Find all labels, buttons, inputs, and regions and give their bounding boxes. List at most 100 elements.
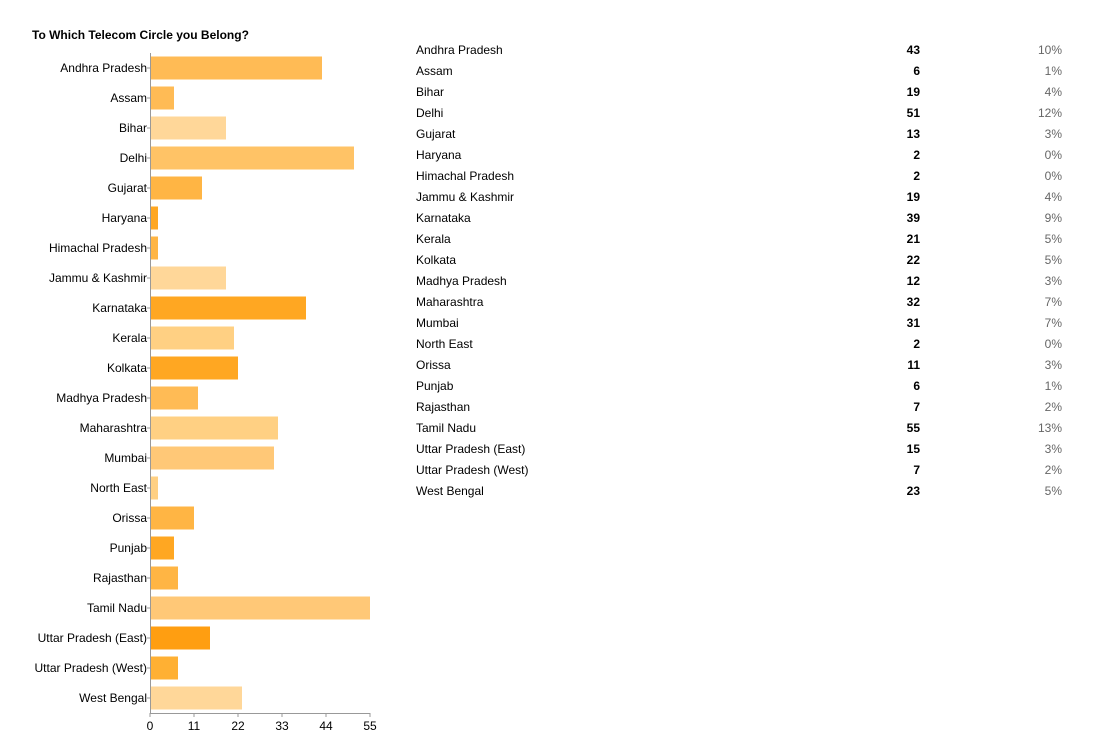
bar <box>150 686 242 710</box>
row-percent: 1% <box>1044 64 1062 78</box>
row-name: West Bengal <box>416 484 484 498</box>
row-name: Uttar Pradesh (East) <box>416 442 526 456</box>
category-label: Jammu & Kashmir <box>49 271 147 285</box>
row-count: 22 <box>906 253 920 267</box>
table-row: Bihar 19 4% <box>416 82 1066 103</box>
x-tick-label: 22 <box>231 719 245 733</box>
category-label: Kolkata <box>107 361 147 375</box>
category-label: Madhya Pradesh <box>56 391 147 405</box>
row-percent: 3% <box>1044 442 1062 456</box>
row-percent: 3% <box>1044 274 1062 288</box>
row-count: 32 <box>906 295 920 309</box>
category-label: Rajasthan <box>93 571 147 585</box>
bar <box>150 296 306 320</box>
bar <box>150 386 198 410</box>
category-label: Uttar Pradesh (East) <box>38 631 147 645</box>
table-row: Mumbai 31 7% <box>416 313 1066 334</box>
row-percent: 13% <box>1037 421 1062 435</box>
row-name: Punjab <box>416 379 454 393</box>
table-row: Himachal Pradesh 2 0% <box>416 166 1066 187</box>
category-label: Maharashtra <box>80 421 148 435</box>
row-count: 13 <box>906 127 920 141</box>
bar <box>150 446 274 470</box>
bar <box>150 416 278 440</box>
bar <box>150 596 370 620</box>
row-percent: 5% <box>1044 232 1062 246</box>
category-label: Mumbai <box>104 451 147 465</box>
row-name: Orissa <box>416 358 451 372</box>
bar <box>150 206 158 230</box>
table-row: Assam 6 1% <box>416 61 1066 82</box>
row-percent: 1% <box>1044 379 1062 393</box>
row-name: Tamil Nadu <box>416 421 477 435</box>
row-percent: 2% <box>1044 400 1062 414</box>
table-row: North East 2 0% <box>416 334 1066 355</box>
row-count: 12 <box>906 274 920 288</box>
x-tick-label: 0 <box>147 719 154 733</box>
row-count: 31 <box>906 316 920 330</box>
row-percent: 7% <box>1044 295 1062 309</box>
table-row: Uttar Pradesh (East) 15 3% <box>416 439 1066 460</box>
row-count: 55 <box>906 421 920 435</box>
row-count: 6 <box>913 64 920 78</box>
category-label: Tamil Nadu <box>87 601 147 615</box>
table-row: Rajasthan 7 2% <box>416 397 1066 418</box>
x-tick-label: 55 <box>363 719 377 733</box>
row-count: 2 <box>913 337 920 351</box>
row-count: 23 <box>906 484 920 498</box>
row-percent: 12% <box>1037 106 1062 120</box>
category-label: Gujarat <box>108 181 148 195</box>
category-label: Andhra Pradesh <box>60 61 147 75</box>
row-percent: 5% <box>1044 484 1062 498</box>
row-count: 7 <box>913 400 920 414</box>
table-row: Orissa 11 3% <box>416 355 1066 376</box>
row-name: Rajasthan <box>416 400 471 414</box>
category-label: West Bengal <box>79 691 147 705</box>
category-label: Bihar <box>119 121 147 135</box>
category-label: Himachal Pradesh <box>49 241 147 255</box>
row-percent: 0% <box>1044 169 1062 183</box>
row-count: 11 <box>907 358 920 372</box>
bar <box>150 176 202 200</box>
row-name: Madhya Pradesh <box>416 274 507 288</box>
row-percent: 4% <box>1044 85 1062 99</box>
row-name: Uttar Pradesh (West) <box>416 463 529 477</box>
table-row: Karnataka 39 9% <box>416 208 1066 229</box>
row-name: Gujarat <box>416 127 456 141</box>
table-row: Haryana 2 0% <box>416 145 1066 166</box>
row-count: 19 <box>906 85 920 99</box>
row-name: Bihar <box>416 85 445 99</box>
row-name: Haryana <box>416 148 462 162</box>
row-percent: 3% <box>1044 358 1062 372</box>
x-tick-label: 44 <box>319 719 333 733</box>
row-count: 21 <box>906 232 920 246</box>
table-row: Delhi 51 12% <box>416 103 1066 124</box>
table-row: Jammu & Kashmir 19 4% <box>416 187 1066 208</box>
table-row: Kerala 21 5% <box>416 229 1066 250</box>
category-label: Kerala <box>112 331 147 345</box>
row-count: 2 <box>913 148 920 162</box>
bar <box>150 146 354 170</box>
bar <box>150 506 194 530</box>
row-count: 15 <box>906 442 920 456</box>
bar <box>150 626 210 650</box>
row-name: Mumbai <box>416 316 459 330</box>
bar <box>150 566 178 590</box>
bar <box>150 266 226 290</box>
bar <box>150 326 234 350</box>
row-count: 19 <box>906 190 920 204</box>
row-count: 6 <box>913 379 920 393</box>
chart-title: To Which Telecom Circle you Belong? <box>32 28 249 42</box>
bar-chart: Andhra Pradesh Assam Bihar Delhi Gujarat Hary… <box>35 53 377 733</box>
row-count: 51 <box>906 106 920 120</box>
table-row: Andhra Pradesh 43 10% <box>416 40 1066 61</box>
row-count: 2 <box>913 169 920 183</box>
table-row: Kolkata 22 5% <box>416 250 1066 271</box>
summary-table: Andhra Pradesh 43 10% Assam 6 1% Bihar 19 4% Delh… <box>416 40 1066 502</box>
bar <box>150 656 178 680</box>
row-count: 39 <box>906 211 920 225</box>
row-percent: 9% <box>1044 211 1062 225</box>
row-percent: 5% <box>1044 253 1062 267</box>
row-percent: 2% <box>1044 463 1062 477</box>
category-label: Haryana <box>102 211 148 225</box>
